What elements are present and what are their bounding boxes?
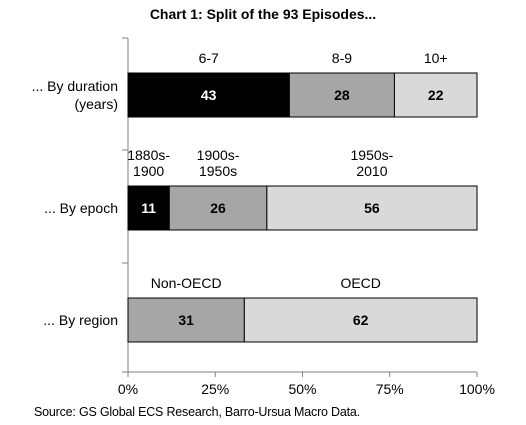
data-label: 22 — [428, 87, 444, 103]
bar-segment — [127, 297, 245, 343]
data-label: 28 — [334, 87, 350, 103]
segment-name-label: Non-OECD — [151, 275, 222, 291]
x-tick-label: 75% — [376, 381, 404, 397]
bar-segment — [243, 297, 478, 343]
bar-segment — [127, 72, 290, 118]
data-label: 26 — [210, 200, 226, 216]
data-label: 43 — [201, 87, 217, 103]
data-label: 62 — [353, 312, 369, 328]
segment-name-label: 8-9 — [332, 50, 352, 66]
bar-segment — [127, 185, 170, 231]
segment-name-label: OECD — [340, 275, 380, 291]
segment-name-label: 10+ — [424, 50, 448, 66]
source-note: Source: GS Global ECS Research, Barro-Ur… — [34, 405, 360, 419]
x-tick-label: 0% — [118, 381, 138, 397]
x-tick-label: 25% — [201, 381, 229, 397]
bar-segment — [393, 72, 478, 118]
data-label: 31 — [178, 312, 194, 328]
category-label: ... By region — [43, 312, 118, 328]
x-tick-label: 50% — [288, 381, 316, 397]
data-label: 56 — [364, 200, 380, 216]
segment-name-label: 1950s — [199, 163, 237, 179]
category-label: ... By epoch — [44, 200, 118, 216]
segment-name-label: 1900s- — [197, 147, 240, 163]
category-label: ... By duration — [32, 78, 118, 94]
segment-name-label: 1880s- — [127, 147, 170, 163]
chart-title: Chart 1: Split of the 93 Episodes... — [149, 6, 377, 22]
category-label: (years) — [74, 96, 118, 112]
segment-name-label: 2010 — [356, 163, 387, 179]
x-tick-label: 100% — [459, 381, 495, 397]
bar-segment — [266, 185, 478, 231]
data-label: 11 — [141, 200, 156, 216]
bar-segment — [288, 72, 395, 118]
segment-name-label: 1950s- — [351, 147, 394, 163]
segment-name-label: 6-7 — [199, 50, 219, 66]
segment-name-label: 1900 — [133, 163, 164, 179]
